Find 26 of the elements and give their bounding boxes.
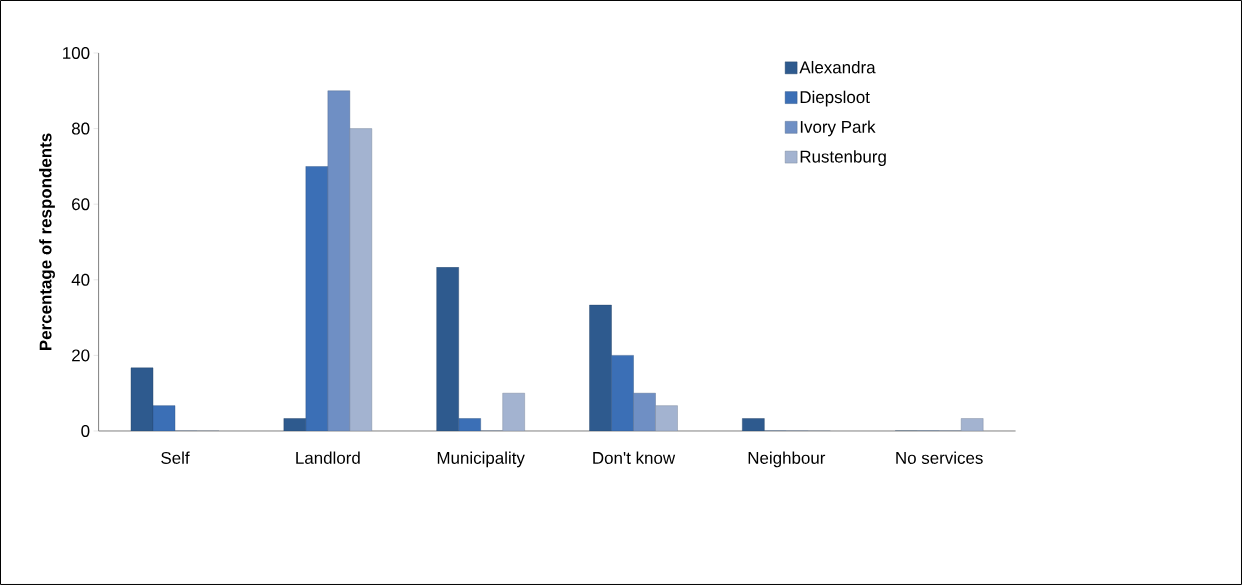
legend-label: Alexandra	[799, 60, 876, 74]
bar	[305, 166, 329, 431]
bar	[589, 304, 612, 431]
y-tick-label: 80	[71, 122, 90, 135]
y-tick-label: 100	[63, 46, 90, 59]
bar	[655, 405, 678, 431]
x-tick-label: No services	[896, 451, 983, 464]
bar	[436, 267, 459, 431]
x-tick-label: Neighbour	[748, 451, 826, 468]
y-axis-title: Percentage of respondents	[39, 133, 55, 351]
bar	[349, 128, 373, 431]
y-tick-label: 40	[71, 273, 90, 286]
bar	[611, 355, 634, 431]
legend-label: Rustenburg	[800, 150, 886, 166]
bar	[633, 392, 656, 431]
bar	[502, 392, 525, 431]
legend-label: Ivory Park	[800, 120, 876, 137]
x-tick-label: Self	[161, 451, 190, 464]
bar	[327, 90, 351, 431]
legend-label: Diepsloot	[800, 90, 870, 107]
x-tick-label: Landlord	[296, 451, 360, 464]
y-tick-label: 60	[72, 198, 90, 211]
y-tick-label: 20	[72, 349, 90, 362]
y-tick-label: 0	[81, 424, 90, 437]
x-tick-label: Don't know	[593, 451, 676, 464]
x-tick-label: Municipality	[437, 451, 525, 468]
